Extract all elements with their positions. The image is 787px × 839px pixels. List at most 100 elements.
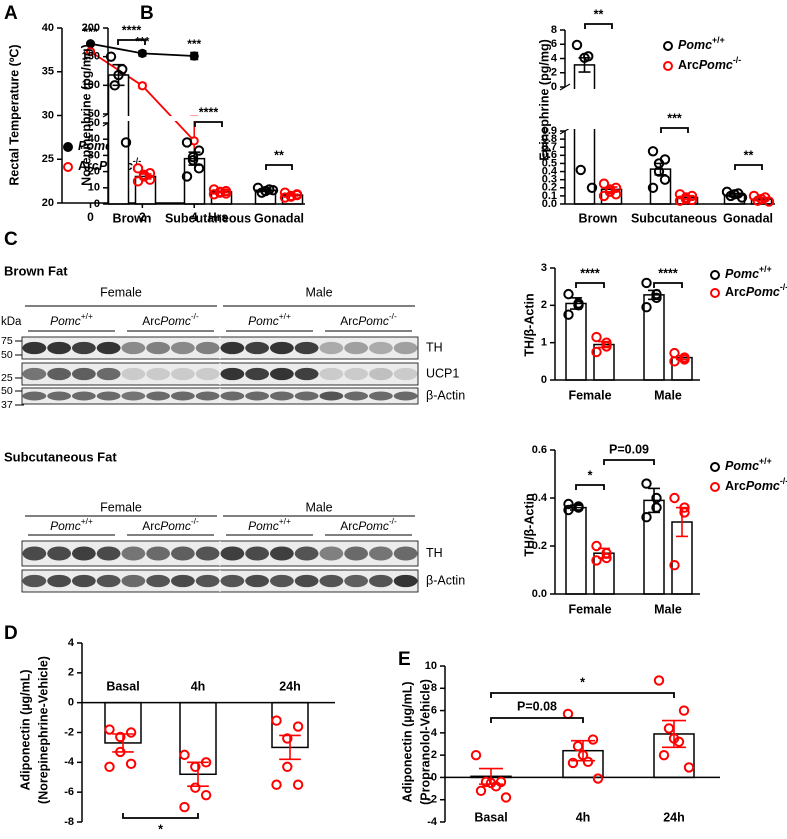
point: [104, 761, 115, 773]
significance-bracket: [490, 717, 584, 723]
significance: **: [744, 148, 754, 162]
blot-band: [319, 367, 344, 381]
blot-band: [170, 367, 195, 381]
legend-marker: [663, 41, 673, 51]
blot-band: [294, 574, 319, 588]
y-tick-label: 10: [88, 182, 100, 194]
y-tick-label: 0: [94, 198, 100, 210]
blot-band: [220, 546, 245, 561]
significance-bracket: [660, 127, 689, 133]
axis-break: [559, 83, 571, 91]
y-tick-label: 0: [551, 81, 557, 93]
category-label: Gonadal: [723, 211, 773, 225]
y-tick-label: -6: [64, 786, 74, 798]
blot-band: [319, 341, 344, 355]
point: [763, 196, 775, 207]
significance-bracket: [653, 282, 683, 288]
point: [610, 189, 622, 200]
significance: *: [158, 822, 163, 834]
y-tick-label: 0.0: [532, 588, 547, 600]
blot-band: [170, 341, 195, 355]
y-tick-label: 40: [42, 22, 54, 34]
y-tick-label: 30: [42, 109, 54, 121]
blot-band: [47, 341, 72, 355]
blot-band: [294, 391, 319, 401]
blot-band: [344, 391, 369, 401]
point: [115, 731, 126, 743]
blot-band: [195, 574, 220, 588]
point: [573, 502, 584, 513]
blot-band: [22, 546, 47, 561]
category-label: Brown: [113, 211, 152, 225]
point: [193, 163, 205, 174]
blot-band: [393, 367, 418, 381]
y-tick-label: 0: [541, 374, 547, 386]
point: [582, 756, 594, 768]
point: [193, 145, 205, 156]
point: [190, 782, 201, 793]
y-tick-label: 25: [42, 153, 54, 165]
significance-bracket: [603, 459, 655, 465]
panel-label: E: [398, 649, 411, 670]
point: [132, 163, 144, 174]
point: [641, 302, 652, 313]
y-tick-label: 0: [68, 697, 74, 709]
blot-band: [294, 341, 319, 355]
point: [586, 182, 598, 193]
category-label: Basal: [474, 810, 507, 824]
y-tick-label: -2: [64, 726, 74, 738]
blot-band: [121, 546, 146, 561]
point: [647, 146, 659, 157]
y-tick-label: 150: [82, 51, 100, 63]
blot-band: [269, 391, 294, 401]
blot-band: [96, 574, 121, 588]
y-axis-label: Rectal Temperature (ºC): [7, 44, 21, 185]
point: [653, 675, 665, 686]
point: [279, 192, 291, 203]
legend-marker: [63, 162, 73, 172]
legend-marker: [663, 61, 673, 71]
size-marker: 75: [1, 335, 13, 347]
blot-band: [344, 574, 369, 588]
point: [647, 182, 659, 193]
blot-row-label: TH: [426, 340, 443, 354]
point: [567, 757, 579, 769]
blot-band: [96, 546, 121, 561]
y-axis-label: Norepinephrine (pg/mg): [79, 44, 93, 186]
point: [220, 188, 232, 199]
significance: ***: [187, 37, 201, 51]
point: [651, 492, 662, 504]
point: [563, 309, 574, 320]
bar: [643, 499, 665, 595]
blot-band: [121, 367, 146, 381]
significance-bracket: [117, 39, 146, 45]
point: [641, 512, 652, 523]
point: [132, 176, 144, 187]
x-axis-label: Hrs: [208, 210, 228, 224]
blot-band: [245, 546, 270, 561]
blot-band: [220, 574, 245, 588]
y-tick-label: 20: [88, 166, 100, 178]
blot-row-label: TH: [426, 546, 443, 560]
blot-band: [393, 391, 418, 401]
size-marker: 50: [1, 349, 13, 361]
y-axis-label: TH/β-Actin: [522, 493, 536, 556]
blot-band: [393, 341, 418, 355]
significance: P=0.08: [517, 699, 557, 713]
point: [181, 171, 193, 182]
point: [500, 792, 512, 803]
point: [653, 166, 665, 177]
y-tick-label: 35: [42, 66, 54, 78]
y-tick-label: 0.4: [532, 492, 548, 504]
point: [563, 288, 574, 300]
blot-band: [146, 574, 171, 588]
legend-label: ArcPomc-/-: [725, 476, 787, 493]
y-tick-label: 0.3: [542, 174, 557, 186]
blot-row-label: β-Actin: [426, 573, 465, 587]
category-label: Female: [568, 602, 611, 616]
bar: [565, 302, 587, 381]
category-label: Gonadal: [254, 211, 304, 225]
point: [592, 773, 604, 784]
blot-band: [269, 546, 294, 561]
point: [282, 761, 293, 773]
